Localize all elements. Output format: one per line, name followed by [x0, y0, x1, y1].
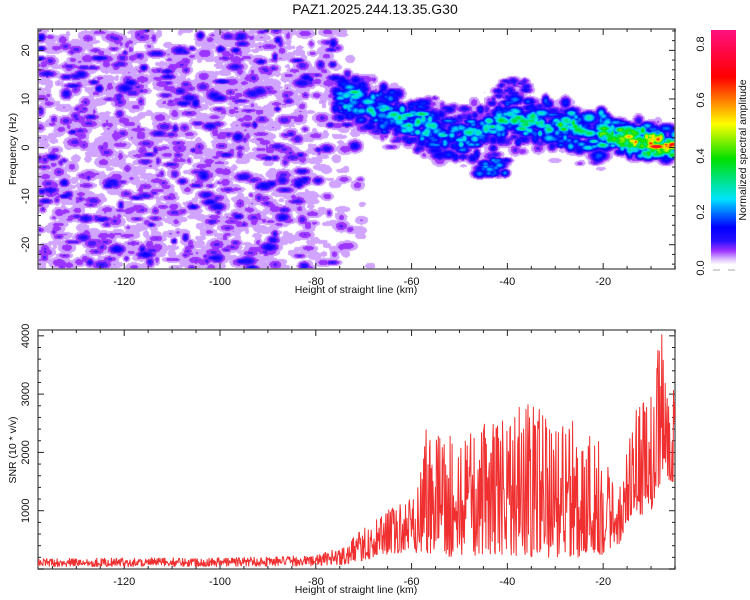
spectrogram-x-tick-label: -20	[595, 276, 611, 288]
snr-y-tick-label: 2000	[20, 440, 32, 464]
spectrogram-y-tick-label: 20	[20, 44, 32, 56]
spectrogram-frame	[37, 28, 676, 270]
snr-y-axis-label: SNR (10 * v/v)	[7, 416, 19, 483]
spectrogram-x-tick-label: -120	[113, 276, 135, 288]
snr-x-tick-label: -20	[595, 576, 611, 588]
snr-frame	[37, 329, 676, 570]
snr-x-axis-label: Height of straight line (km)	[295, 584, 418, 596]
snr-x-tick-label: -60	[404, 576, 420, 588]
spectrogram-y-tick-label: -20	[20, 237, 32, 253]
colorbar-tick-label: 0.2	[695, 204, 707, 219]
spectrogram-x-tick-label: -60	[404, 276, 420, 288]
snr-x-tick-label: -120	[113, 576, 135, 588]
colorbar-axes: 0.0 0.2 0.4 0.6 0.8	[695, 36, 735, 276]
spectrogram-y-tick-label: -10	[20, 188, 32, 204]
snr-y-tick-label: 1000	[20, 498, 32, 522]
spectrogram-image	[38, 29, 675, 269]
spectrogram-x-tick-label: -80	[308, 276, 324, 288]
colorbar-tick-label: 0.4	[695, 148, 707, 163]
spectrogram-x-tick-label: -40	[499, 276, 515, 288]
chart-title: PAZ1.2025.244.13.35.G30	[292, 1, 458, 17]
snr-x-tick-label: -80	[308, 576, 324, 588]
colorbar-tick-label: 0.8	[695, 36, 707, 51]
spectrogram-x-axis-label: Height of straight line (km)	[295, 284, 418, 296]
spectrogram-y-axis-label: Frequency (Hz)	[7, 113, 19, 185]
spectrogram-y-tick-label: 10	[20, 93, 32, 105]
spectrogram-y-tick-label: 0	[20, 144, 32, 150]
colorbar-tick-label: 0.0	[695, 260, 707, 275]
snr-x-tick-label: -100	[209, 576, 231, 588]
snr-axes: -120 -100 -80 -60 -40 -20 1000 2000 3000 4000	[20, 324, 676, 588]
snr-y-tick-label: 4000	[20, 324, 32, 348]
snr-y-tick-label: 3000	[20, 382, 32, 406]
snr-series-line	[37, 334, 676, 568]
colorbar-gradient	[711, 30, 736, 265]
snr-x-tick-label: -40	[499, 576, 515, 588]
spectrogram-x-tick-label: -100	[209, 276, 231, 288]
colorbar-tick-label: 0.6	[695, 92, 707, 107]
colorbar-label: Normalized spectral amplitude	[737, 79, 749, 220]
